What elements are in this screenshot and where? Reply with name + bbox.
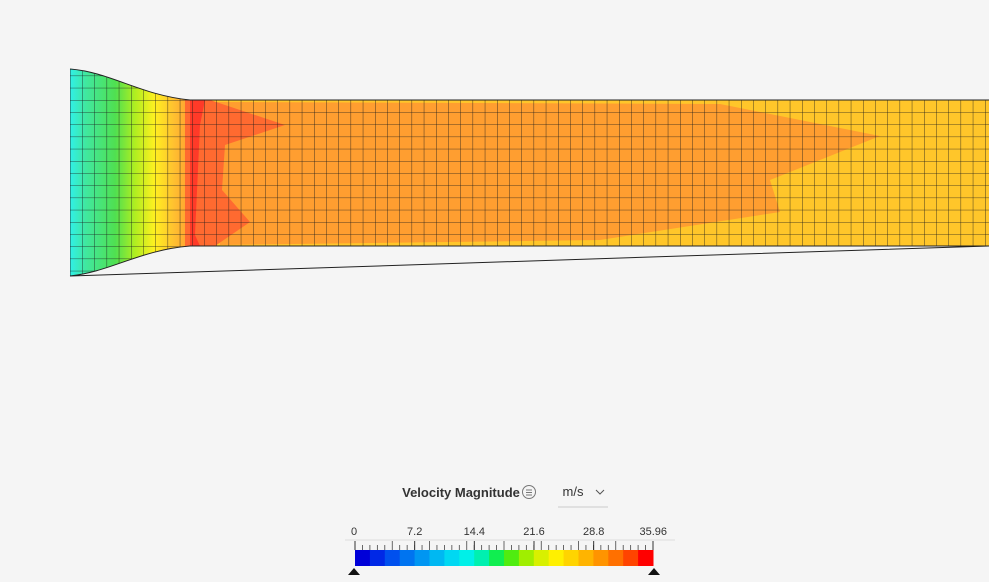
colorbar-tick-label: 0 bbox=[351, 526, 357, 538]
colorbar-swatch bbox=[518, 550, 535, 566]
range-handle-min[interactable] bbox=[348, 568, 360, 575]
colorbar-swatch bbox=[429, 550, 445, 566]
unit-select[interactable]: m/s bbox=[563, 484, 584, 499]
colorbar-swatch bbox=[399, 550, 416, 566]
colorbar-swatch bbox=[578, 550, 594, 566]
colorbar-swatch bbox=[623, 550, 639, 566]
colorbar-swatch bbox=[369, 550, 386, 566]
colorbar-swatch bbox=[474, 550, 490, 566]
legend-menu[interactable] bbox=[522, 485, 536, 499]
colorbar-tick-label: 21.6 bbox=[523, 526, 544, 538]
colorbar: 0 7.2 14.4 21.6 28.8 35.96 bbox=[345, 526, 675, 575]
colorbar-swatch bbox=[414, 550, 430, 566]
colorbar-swatch bbox=[638, 550, 654, 566]
colorbar-swatch bbox=[384, 550, 401, 566]
colorbar-swatch bbox=[489, 550, 505, 566]
colorbar-swatch bbox=[444, 550, 460, 566]
colorbar-swatch bbox=[548, 550, 565, 566]
colorbar-swatch bbox=[608, 550, 624, 566]
unit-dropdown-arrow[interactable] bbox=[595, 489, 605, 495]
legend-title: Velocity Magnitude bbox=[402, 485, 520, 500]
colorbar-tick-label: 35.96 bbox=[639, 526, 667, 538]
colorbar-swatch bbox=[593, 550, 609, 566]
domain-outline bbox=[69, 68, 989, 277]
colorbar-tick-label: 14.4 bbox=[464, 526, 485, 538]
range-handle-max[interactable] bbox=[648, 568, 660, 575]
colorbar-tick-label: 7.2 bbox=[407, 526, 422, 538]
colorbar-swatch bbox=[355, 550, 371, 566]
colorbar-tick-label: 28.8 bbox=[583, 526, 604, 538]
legend-menu-icon bbox=[526, 489, 532, 496]
colorbar-swatch bbox=[533, 550, 550, 566]
colorbar-swatch bbox=[563, 550, 579, 566]
colorbar-swatch bbox=[459, 550, 475, 566]
flow-domain bbox=[70, 69, 989, 276]
colorbar-swatch bbox=[504, 550, 520, 566]
